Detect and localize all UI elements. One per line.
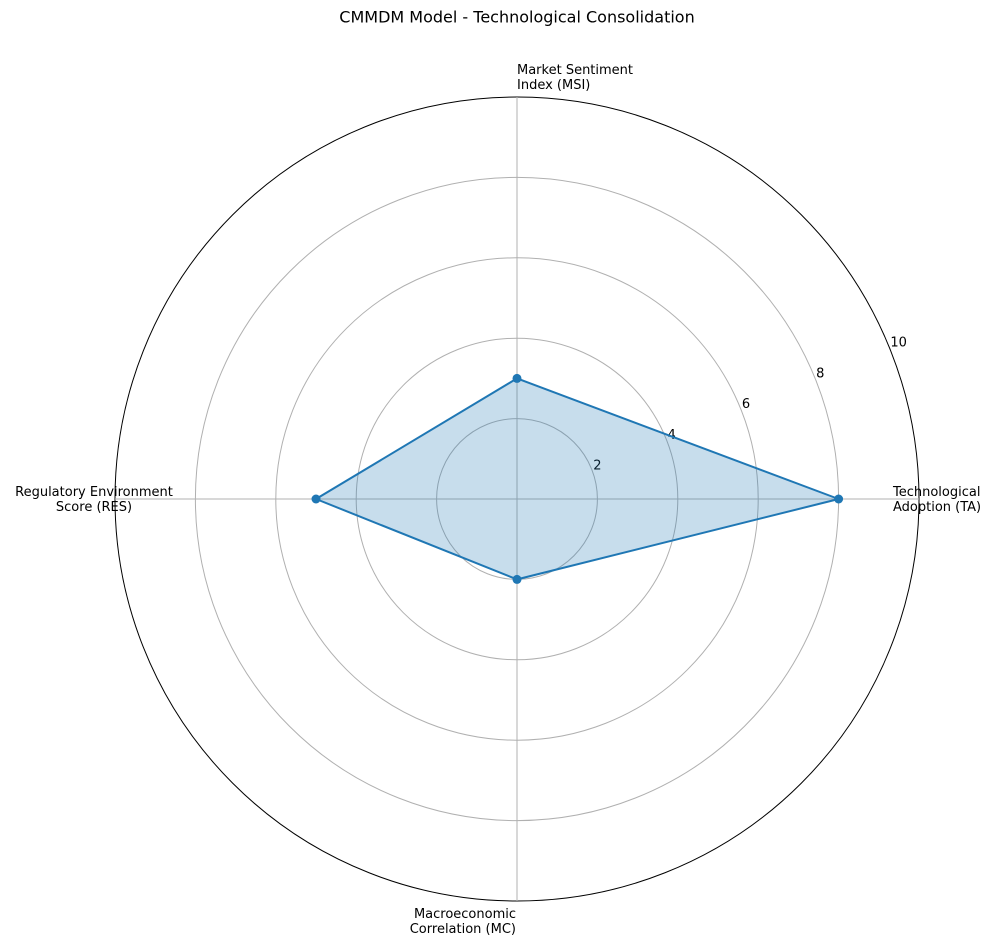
point (512, 373, 522, 383)
r-tick-label: 6 (742, 397, 750, 412)
r-tick-label: 2 (593, 459, 601, 474)
point (512, 574, 522, 584)
point (834, 494, 844, 504)
chart-title: CMMDM Model - Technological Consolidatio… (339, 8, 694, 27)
category-label: Market Sentiment Index (MSI) (517, 63, 633, 93)
category-label: Regulatory Environment Score (RES) (15, 485, 173, 515)
category-label: Macroeconomic Correlation (MC) (410, 907, 516, 937)
r-tick-label: 10 (890, 336, 907, 351)
area (316, 378, 839, 580)
category-label: Technological Adoption (TA) (892, 485, 981, 515)
point (311, 494, 321, 504)
r-tick-label: 8 (816, 366, 824, 381)
